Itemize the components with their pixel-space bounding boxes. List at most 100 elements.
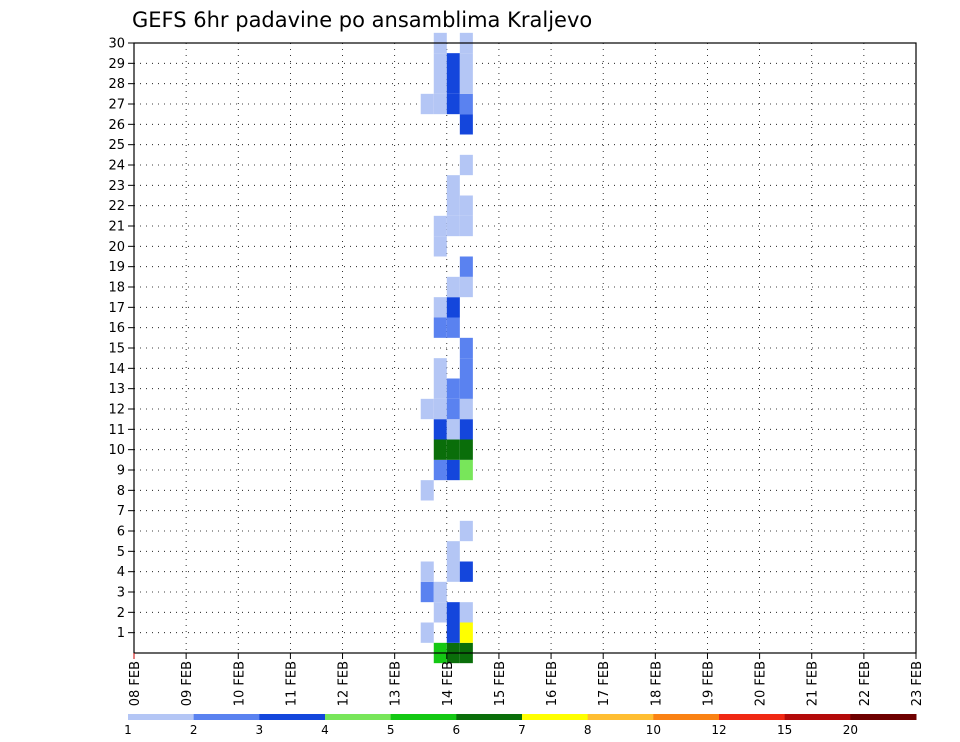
precip-cell [420,561,434,582]
legend-color-swatch [193,714,260,720]
precip-cell [446,378,460,399]
precip-cell [446,439,460,460]
precip-cell [420,480,434,501]
legend-color-swatch [653,714,720,720]
x-axis: 08 FEB 09 FEB 10 FEB 11 FEB 12 FEB 13 FEB 14 F… [128,653,925,706]
legend-level-label: 5 [387,723,395,737]
x-tick-label: 09 FEB [180,661,195,706]
precip-cell [459,439,473,460]
precip-cell [433,602,447,623]
legend-level-label: 6 [453,723,461,737]
precip-cell [446,297,460,318]
precip-cell [433,73,447,94]
legend-color-swatch [587,714,654,720]
precip-cell [433,378,447,399]
y-tick-label: 10 [108,443,125,458]
y-tick-label: 22 [108,199,125,214]
precip-cell [446,459,460,481]
precip-cell [459,602,473,623]
precip-cell [420,581,434,603]
y-tick-label: 4 [117,565,125,580]
precip-cell [433,358,447,379]
precip-cell [446,93,460,115]
y-tick-label: 14 [108,362,125,377]
precip-cell [446,317,460,338]
y-tick-label: 26 [108,118,125,133]
precip-cell [459,398,473,420]
precip-cell [433,317,447,338]
legend-level-label: 1 [124,723,132,737]
precip-cell [459,154,473,176]
precip-cell [446,175,460,196]
legend-color-swatch [456,714,523,720]
precip-cell [459,276,473,298]
y-tick-label: 18 [108,281,125,296]
precip-cell [433,398,447,420]
precip-cell [459,520,473,542]
legend-level-label: 20 [843,723,858,737]
precip-cell [459,256,473,277]
y-tick-label: 3 [117,586,125,601]
y-axis: 1234567891011121314151617181920212223242… [108,37,134,641]
legend-level-label: 7 [518,723,526,737]
y-tick-label: 29 [108,57,125,72]
x-tick-label: 12 FEB [337,661,352,706]
legend-color-swatch [850,714,917,720]
y-tick-label: 19 [108,260,125,275]
y-tick-label: 15 [108,342,125,357]
precip-cell [420,622,434,643]
precip-cell [420,93,434,115]
x-tick-label: 15 FEB [493,661,508,706]
y-tick-label: 28 [108,77,125,92]
precip-cell [459,358,473,379]
precip-cell [446,73,460,94]
y-tick-label: 9 [117,464,125,479]
legend-level-label: 15 [777,723,792,737]
x-tick-label: 08 FEB [128,661,143,706]
y-tick-label: 16 [108,321,125,336]
precip-cell [459,378,473,399]
precip-cell [446,561,460,582]
legend-level-label: 10 [646,723,661,737]
x-tick-label: 11 FEB [284,661,299,706]
x-tick-label: 18 FEB [649,661,664,706]
legend-level-label: 2 [190,723,198,737]
y-tick-label: 23 [108,179,125,194]
legend-color-swatch [784,714,851,720]
legend-color-swatch [325,714,392,720]
x-tick-label: 13 FEB [389,661,404,706]
y-tick-label: 1 [117,626,125,641]
y-tick-label: 27 [108,98,125,113]
legend-level-label: 3 [256,723,264,737]
precip-cell [433,215,447,237]
precip-cell [433,419,447,440]
legend: 1 2 3 4 5 6 7 8 10 12 15 20 [124,714,917,737]
y-tick-label: 11 [108,423,125,438]
precip-cell [459,53,473,74]
x-tick-label: 22 FEB [858,661,873,706]
x-tick-label: 23 FEB [910,661,925,706]
precip-cell [446,53,460,74]
chart-title: GEFS 6hr padavine po ansamblima Kraljevo [132,8,592,32]
x-tick-label: 10 FEB [232,661,247,706]
precip-cell [446,215,460,237]
x-tick-label: 20 FEB [754,661,769,706]
legend-color-swatch [259,714,326,720]
y-tick-label: 17 [108,301,125,316]
grid-layer [134,43,916,653]
precip-cell [459,73,473,94]
legend-color-swatch [390,714,457,720]
y-tick-label: 30 [108,37,125,52]
precip-cell [420,398,434,420]
precip-cell [433,236,447,257]
y-tick-label: 13 [108,382,125,397]
y-tick-label: 20 [108,240,125,255]
precip-cell [459,459,473,481]
precip-cell [433,297,447,318]
precip-cell [433,581,447,603]
legend-color-swatch [719,714,786,720]
precip-cell [433,459,447,481]
precip-cell [433,93,447,115]
precip-cell [459,561,473,582]
